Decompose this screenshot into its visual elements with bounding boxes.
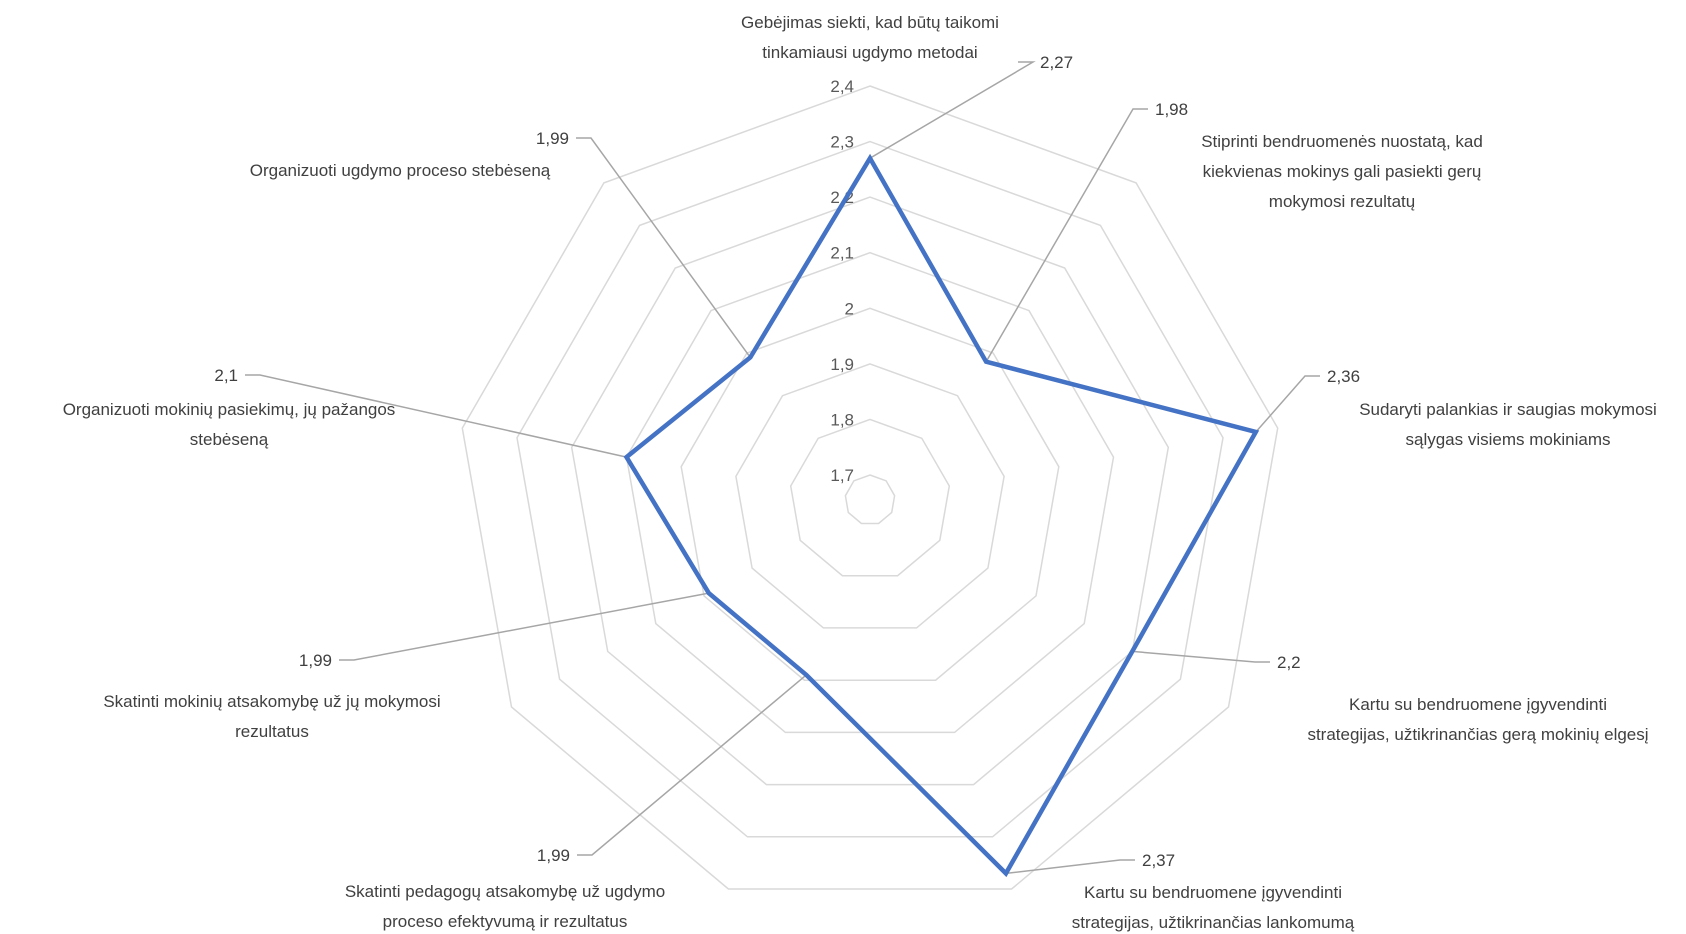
category-label: Stiprinti bendruomenės nuostatą, kad: [1201, 132, 1483, 151]
category-label: sąlygas visiems mokiniams: [1406, 430, 1611, 449]
grid-ring-7: [461, 85, 1279, 890]
leader-line: [1132, 650, 1270, 663]
grid-ring-5: [570, 196, 1170, 786]
leader-line: [985, 108, 1148, 363]
series-layer: [623, 153, 1260, 878]
leader-line: [1005, 859, 1135, 875]
tick-label: 1,7: [830, 466, 854, 485]
category-label: Gebėjimas siekti, kad būtų taikomi: [741, 13, 999, 32]
tick-label: 2,3: [830, 133, 854, 152]
grid-ring-6: [516, 140, 1224, 838]
category-label: mokymosi rezultatų: [1269, 192, 1415, 211]
category-label: proceso efektyvumą ir rezultatus: [383, 912, 628, 931]
leader-line: [577, 674, 807, 856]
category-label: rezultatus: [235, 722, 309, 741]
category-label: Kartu su bendruomene įgyvendinti: [1084, 883, 1342, 902]
category-label: Sudaryti palankias ir saugias mokymosi: [1359, 400, 1657, 419]
leader-line: [245, 374, 627, 458]
grid-ring-1: [789, 418, 951, 577]
data-label: 2,36: [1327, 367, 1360, 386]
grid-ring-4: [625, 251, 1115, 734]
radar-tick-labels: 1,71,81,922,12,22,32,4: [830, 77, 854, 485]
data-label: 1,99: [299, 651, 332, 670]
category-label: Skatinti pedagogų atsakomybę už ugdymo: [345, 882, 665, 901]
data-label: 2,37: [1142, 851, 1175, 870]
data-label: 1,98: [1155, 100, 1188, 119]
radar-grid: [461, 85, 1279, 890]
tick-label: 2,4: [830, 77, 854, 96]
data-label: 2,1: [214, 366, 238, 385]
grid-ring-0: [844, 474, 896, 525]
data-label: 1,99: [537, 846, 570, 865]
tick-label: 1,9: [830, 355, 854, 374]
leader-line: [869, 61, 1036, 159]
tick-label: 2,1: [830, 244, 854, 263]
tick-label: 1,8: [830, 410, 854, 429]
category-label: tinkamiausi ugdymo metodai: [762, 43, 977, 62]
category-labels: 2,27 Gebėjimas siekti, kad būtų taikomi ti…: [63, 13, 1657, 932]
data-label: 1,99: [536, 129, 569, 148]
grid-ring-3: [680, 307, 1060, 681]
leader-line: [339, 592, 709, 661]
leader-line: [1255, 375, 1320, 433]
category-label: Kartu su bendruomene įgyvendinti: [1349, 695, 1607, 714]
grid-ring-2: [735, 363, 1005, 629]
category-label: stebėseną: [190, 430, 269, 449]
category-label: strategijas, užtikrinančias gerą mokinių…: [1307, 725, 1648, 744]
tick-label: 2: [845, 299, 854, 318]
leader-line: [576, 137, 751, 358]
data-label: 2,27: [1040, 53, 1073, 72]
category-label: Skatinti mokinių atsakomybę už jų mokymo…: [103, 692, 440, 711]
category-label: kiekvienas mokinys gali pasiekti gerų: [1203, 162, 1482, 181]
category-label: strategijas, užtikrinančias lankomumą: [1072, 913, 1355, 932]
data-label: 2,2: [1277, 653, 1301, 672]
series-line: [623, 153, 1260, 878]
category-label: Organizuoti ugdymo proceso stebėseną: [250, 161, 551, 180]
leader-lines: [245, 61, 1320, 875]
category-label: Organizuoti mokinių pasiekimų, jų pažang…: [63, 400, 396, 419]
